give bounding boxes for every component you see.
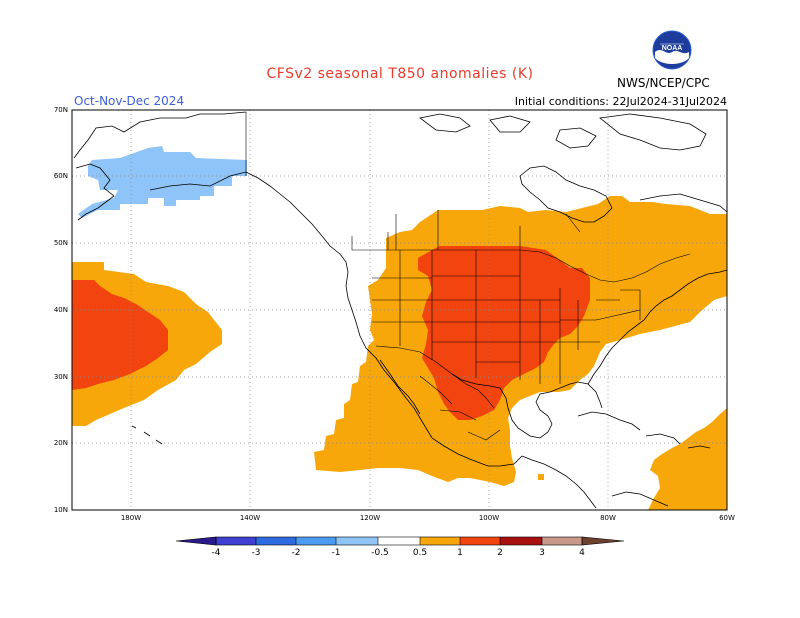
pacific-core-anomaly (72, 280, 168, 390)
lon-label: 100W (478, 514, 500, 522)
colorbar-label: 0.5 (412, 548, 428, 558)
colorbar-label: -3 (251, 548, 261, 558)
lat-label: 60N (53, 172, 68, 180)
lat-label: 70N (53, 106, 68, 114)
agency-label: NWS/NCEP/CPC (617, 76, 710, 90)
colorbar-label: 1 (457, 548, 463, 558)
colorbar-label: -4 (211, 548, 221, 558)
lat-label: 10N (53, 506, 68, 514)
lon-label: 80W (600, 514, 616, 522)
alaska-cold-anomaly (78, 146, 247, 218)
lat-label: 30N (53, 373, 68, 381)
lat-label: 50N (53, 239, 68, 247)
coastlines (73, 111, 728, 509)
map-title: CFSv2 seasonal T850 anomalies (K) (266, 66, 534, 82)
lon-label: 120W (359, 514, 381, 522)
caribbean-warm-anomaly (648, 408, 727, 510)
lon-label: 140W (239, 514, 261, 522)
colorbar-label: -1 (331, 548, 341, 558)
initial-conditions: Initial conditions: 22Jul2024-31Jul2024 (514, 95, 727, 108)
noaa-logo-text: NOAA (662, 45, 683, 52)
colorbar-label: 4 (579, 548, 585, 558)
graticule (72, 110, 727, 510)
lon-label: 60W (719, 514, 735, 522)
lat-label: 40N (53, 306, 68, 314)
colorbar-label: -2 (291, 548, 301, 558)
central-us-core-anomaly (418, 246, 590, 420)
noaa-logo: NOAA (652, 30, 692, 70)
colorbar-label: -0.5 (371, 548, 389, 558)
lat-label: 20N (53, 439, 68, 447)
lon-label: 180W (120, 514, 142, 522)
yucatan-warm-speck (538, 474, 544, 480)
colorbar-label: 3 (539, 548, 545, 558)
forecast-period: Oct-Nov-Dec 2024 (74, 94, 185, 108)
political-boundaries (245, 112, 691, 441)
colorbar-label: 2 (497, 548, 503, 558)
